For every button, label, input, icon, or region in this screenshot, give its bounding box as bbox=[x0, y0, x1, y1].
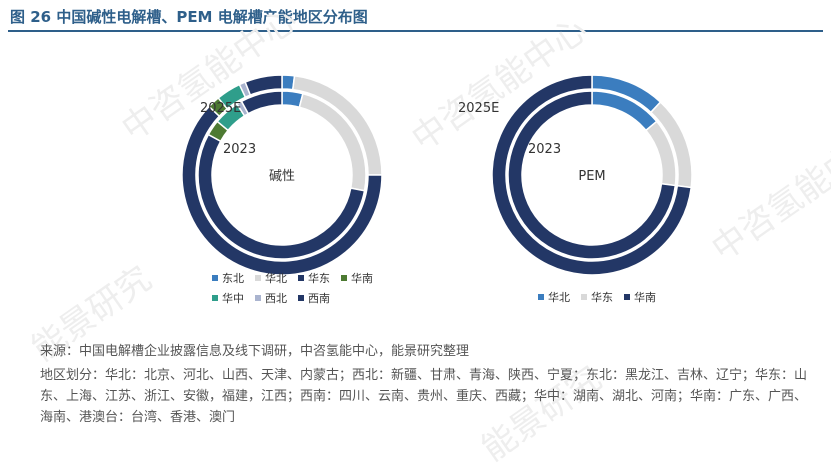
figure-title: 图 26 中国碱性电解槽、PEM 电解槽产能地区分布图 bbox=[10, 8, 368, 26]
outer-ring-label: 2025E bbox=[458, 101, 499, 116]
legend-label: 华北 bbox=[548, 290, 570, 304]
center-label: PEM bbox=[578, 169, 605, 184]
legend-label: 东北 bbox=[222, 272, 244, 285]
legend-label: 华南 bbox=[634, 290, 656, 304]
legend-label: 华南 bbox=[351, 271, 373, 285]
donut-slice-2025E-西南 bbox=[244, 74, 283, 97]
legend-label: 华北 bbox=[265, 271, 287, 285]
pem-donut-chart: 2025E 2023 PEM 华北 华东 华南 bbox=[458, 74, 693, 304]
legend-swatch bbox=[538, 294, 544, 300]
outer-ring-label: 2025E bbox=[200, 101, 241, 116]
donut-slice-2023-西南 bbox=[240, 90, 283, 115]
source-note: 来源：中国电解槽企业披露信息及线下调研，中咨氢能中心，能景研究整理 bbox=[40, 344, 470, 359]
inner-ring-label: 2023 bbox=[223, 142, 256, 157]
legend-swatch bbox=[624, 294, 630, 300]
legend-label: 华东 bbox=[591, 290, 613, 304]
donut-slice-2025E-华南 bbox=[491, 74, 693, 276]
legend-swatch bbox=[255, 295, 261, 301]
title-rule bbox=[8, 30, 823, 32]
center-label: 碱性 bbox=[269, 169, 295, 184]
donut-slice-2023-华南 bbox=[507, 90, 677, 260]
legend-swatch bbox=[298, 275, 304, 281]
region-definition-note: 地区划分：华北：北京、河北、山西、天津、内蒙古；西北：新疆、甘肃、青海、陕西、宁… bbox=[40, 368, 808, 425]
inner-ring-label: 2023 bbox=[528, 142, 561, 157]
legend-swatch bbox=[298, 295, 304, 301]
legend-label: 华中 bbox=[222, 291, 244, 305]
legend-swatch bbox=[341, 275, 347, 281]
legend-label: 华东 bbox=[308, 271, 330, 285]
legend-label: 西北 bbox=[265, 292, 287, 305]
legend-swatch bbox=[212, 295, 218, 301]
legend-label: 西南 bbox=[308, 292, 330, 305]
legend-swatch bbox=[581, 294, 587, 300]
legend-swatch bbox=[212, 275, 218, 281]
legend-swatch bbox=[255, 275, 261, 281]
